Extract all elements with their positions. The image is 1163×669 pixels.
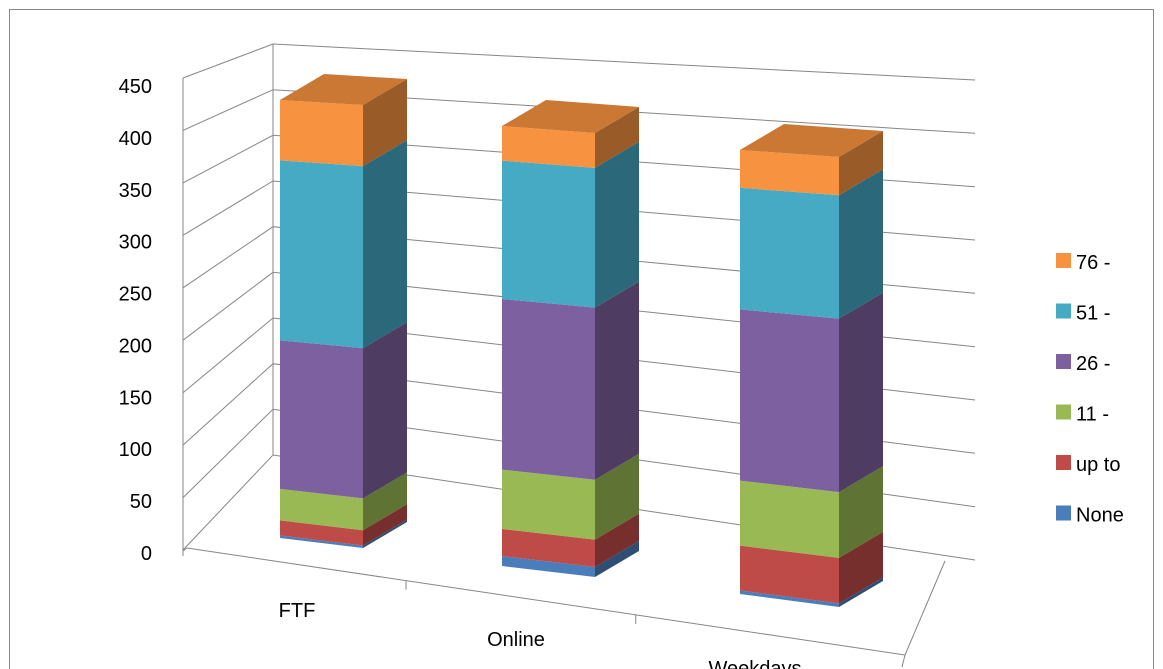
bar-segment-side [363, 140, 407, 349]
bar-segment-side [839, 466, 883, 558]
bar-segment [502, 160, 595, 308]
bar-segment-side [839, 169, 883, 319]
bar-segment [280, 520, 363, 546]
legend-label: 26 - [1076, 353, 1110, 375]
legend-label: 76 - [1076, 252, 1110, 274]
legend-swatch [1056, 354, 1071, 369]
legend-label: 11 - [1076, 404, 1109, 426]
y-axis-tick-labels: 0 50 100 150 200 250 300 350 400 450 [119, 76, 152, 565]
axes [182, 44, 946, 668]
bar-segment-side [363, 79, 407, 167]
legend: 76 - 51 - 26 - 11 - up to None [1056, 252, 1124, 527]
y-tick-label: 150 [119, 387, 152, 409]
bar-segment-side [595, 107, 639, 168]
legend-label: up to [1076, 454, 1120, 476]
bar-segment-side [595, 141, 639, 308]
bar-segment-side [595, 453, 639, 540]
bar-segment-side [839, 131, 883, 196]
bar-top [280, 74, 407, 105]
bar-segment [740, 545, 839, 604]
bar-top [740, 124, 883, 157]
legend-swatch [1056, 404, 1071, 420]
bar-top [502, 100, 639, 133]
bar-segment-side [839, 292, 883, 493]
bar-segment [280, 535, 363, 548]
bar-segment-side [363, 322, 407, 499]
bar-segment [740, 187, 839, 319]
legend-label: None [1076, 505, 1124, 527]
bar-segment-side [595, 281, 639, 480]
bar-segment-side [363, 504, 407, 546]
bars [280, 74, 883, 607]
bar-segment [502, 556, 595, 577]
y-tick-label: 100 [119, 439, 152, 461]
x-tick-label: Weekdays [708, 658, 801, 669]
legend-swatch [1056, 303, 1071, 319]
y-tick-label: 450 [119, 76, 152, 98]
legend-label: 51 - [1076, 303, 1110, 325]
x-axis-tick [901, 654, 906, 668]
bar-segment [740, 590, 839, 607]
bar-segment-side [363, 472, 407, 531]
y-tick-label: 350 [119, 180, 152, 202]
legend-swatch [1056, 455, 1071, 470]
legend-swatch [1056, 505, 1071, 521]
bar-segment [280, 100, 363, 167]
bar-segment-side [839, 577, 883, 607]
x-axis-tick [182, 547, 188, 552]
y-tick-label: 300 [119, 232, 152, 254]
bar-segment [280, 340, 363, 499]
x-tick-label: FTF [279, 600, 316, 622]
bar-segment-side [363, 519, 407, 548]
y-tick-label: 50 [130, 491, 152, 513]
bar-segment-side [595, 513, 639, 567]
bar-segment [502, 126, 595, 168]
x-axis-line [186, 547, 906, 656]
bar-segment-side [595, 541, 639, 577]
bar-segment [502, 528, 595, 567]
y-tick-label: 0 [141, 543, 152, 565]
y-tick-label: 400 [119, 128, 152, 150]
bar-segment [740, 150, 839, 196]
bar-segment [740, 480, 839, 558]
y-tick-label: 200 [119, 335, 152, 357]
legend-swatch [1056, 253, 1071, 268]
bar-segment [502, 469, 595, 540]
bar-segment [740, 309, 839, 493]
bar-segment [280, 160, 363, 349]
bar-segment [280, 488, 363, 531]
bar-segment [502, 299, 595, 480]
x-tick-label: Online [487, 629, 545, 651]
floor-right-edge [904, 560, 946, 656]
y-tick-label: 250 [119, 284, 152, 306]
bar-segment-side [839, 531, 883, 604]
x-axis-tick-labels: FTF Online Weekdays [279, 600, 802, 669]
